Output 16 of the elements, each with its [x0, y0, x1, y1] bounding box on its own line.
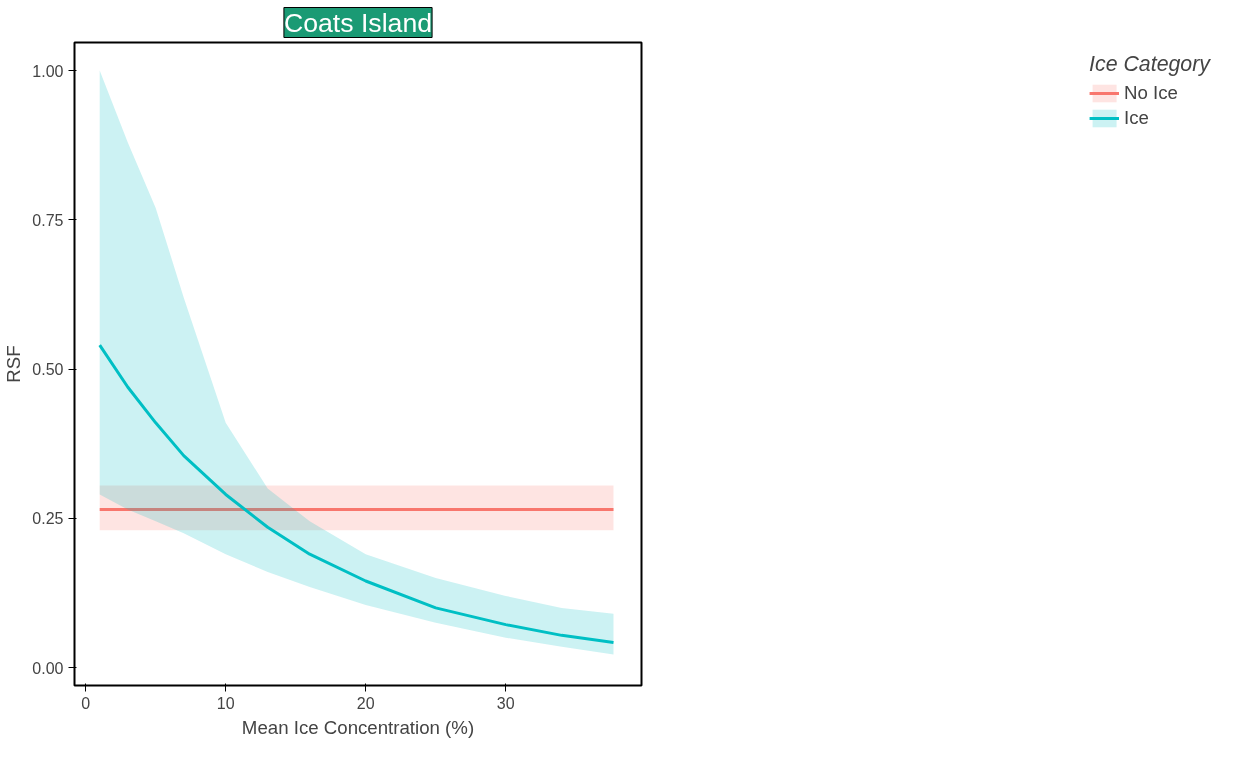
y-axis-title: RSF [3, 345, 25, 383]
y-tick-label: 1.00 [32, 62, 64, 80]
x-tick-label: 20 [356, 694, 375, 712]
y-tick-label: 0.75 [32, 211, 64, 229]
line-series [98, 343, 615, 645]
legend-label: No Ice [1124, 82, 1178, 104]
y-tick-label: 0.25 [32, 510, 64, 528]
x-axis-title: Mean Ice Concentration (%) [241, 716, 475, 738]
x-tick-label: 10 [216, 694, 235, 712]
y-tick-label: 0.00 [32, 659, 64, 677]
chart-title: Coats Island [283, 7, 433, 38]
x-tick-label: 0 [81, 694, 91, 712]
y-tick-label: 0.50 [32, 361, 64, 379]
legend-label: Ice [1124, 107, 1149, 129]
x-tick-label: 30 [496, 694, 515, 712]
legend-title: Ice Category [1089, 52, 1210, 77]
